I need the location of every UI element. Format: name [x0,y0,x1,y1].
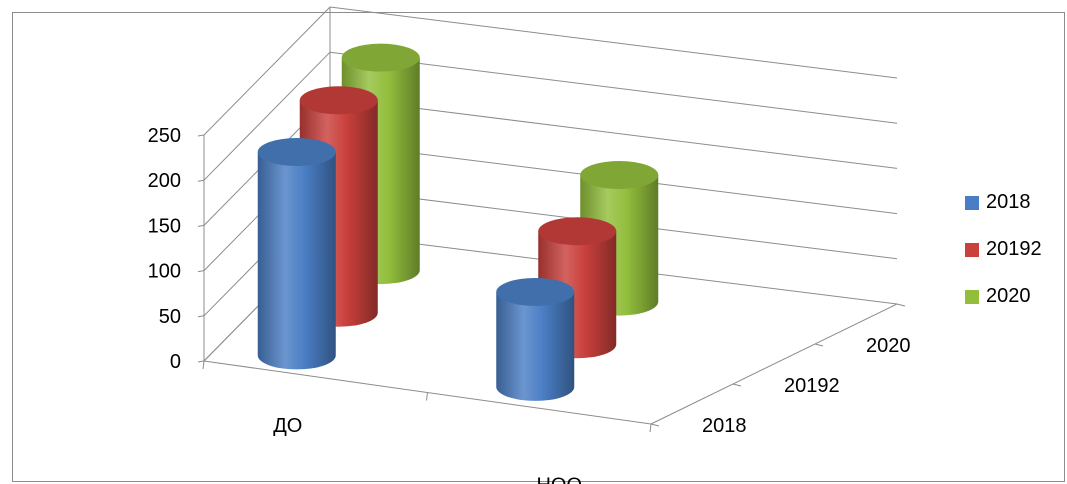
x-tick-mark [426,392,428,401]
bar-top [580,161,659,190]
y-tick-label: 100 [148,261,181,283]
legend-item: 2020 [965,284,1065,331]
depth-axis-ticks: 2018 20192 2020 [650,303,911,437]
depth-tick-mark [732,383,742,387]
y-axis-ticks: 0 50 100 150 200 250 [148,125,205,373]
bar [496,277,575,401]
y-tick-label: 50 [159,306,181,328]
x-tick-mark [649,423,652,433]
y-tick-mark [197,270,205,273]
legend: 2018 20192 2020 [965,190,1065,331]
depth-axis-line [650,303,898,425]
x-tick-label: НОО [536,474,582,484]
legend-swatch [965,196,979,210]
x-axis-ticks: ДО НОО [202,360,652,484]
bar-top [257,138,336,167]
legend-item: 2018 [965,190,1065,237]
legend-swatch [965,243,979,257]
y-tick-label: 0 [170,351,181,373]
legend-label: 2018 [986,191,1031,213]
y-tick-mark [197,179,205,182]
gridline-left [203,6,331,136]
bar-body [496,291,575,401]
bar-top [538,217,617,246]
bar-top [496,277,575,306]
depth-tick-mark [896,303,906,307]
depth-tick-label: 20192 [784,375,840,397]
depth-tick-mark [650,423,660,427]
y-tick-mark [197,360,205,363]
y-tick-label: 250 [148,125,181,147]
legend-swatch [965,290,979,304]
legend-item: 20192 [965,237,1065,284]
gridline-left [203,51,331,181]
depth-tick-mark [814,343,824,347]
bar-body [257,152,336,370]
y-tick-label: 150 [148,215,181,237]
legend-label: 20192 [986,238,1042,260]
gridline-back [329,51,898,124]
bar [257,138,336,370]
x-tick-label: ДО [273,415,302,437]
y-tick-mark [197,134,205,137]
x-tick-mark [202,360,205,370]
bars [257,43,659,401]
bar-top [341,43,420,72]
y-tick-mark [197,315,205,318]
y-tick-mark [197,224,205,227]
gridline-back [329,96,898,169]
depth-tick-label: 2018 [702,415,747,437]
y-tick-label: 200 [148,170,181,192]
depth-tick-label: 2020 [866,335,911,357]
bar-top [299,86,378,115]
legend-label: 2020 [986,285,1031,307]
gridline-back [329,6,898,79]
